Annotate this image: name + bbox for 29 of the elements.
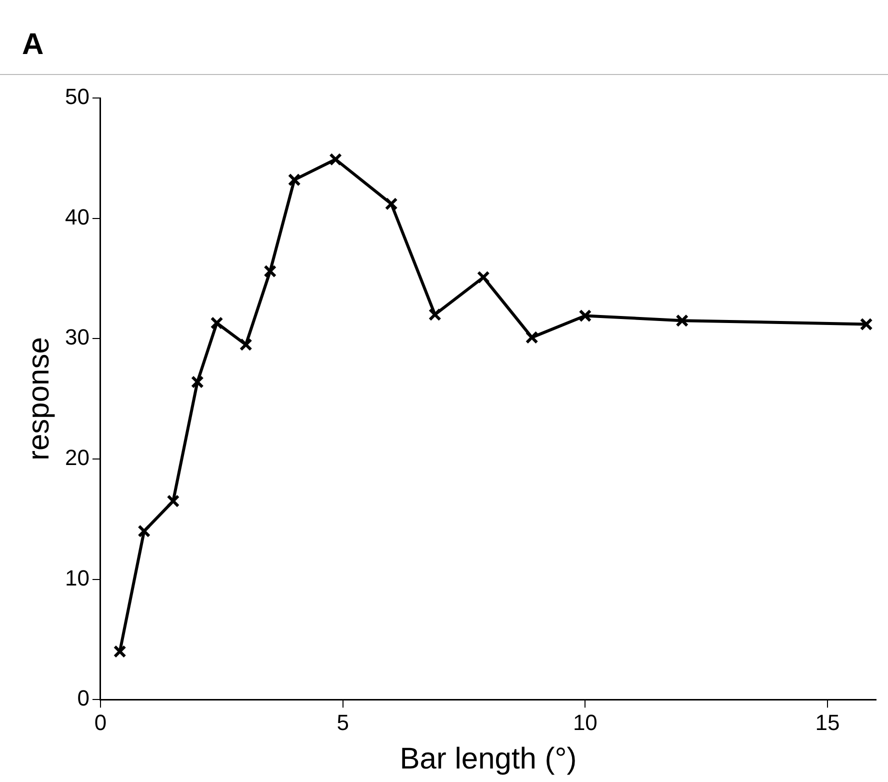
y-tick-label: 0 xyxy=(77,686,90,711)
point xyxy=(428,308,442,322)
point xyxy=(578,309,592,322)
chart-title: A xyxy=(22,28,44,62)
point xyxy=(288,173,301,186)
point xyxy=(860,318,873,331)
y-axis-title: response xyxy=(22,337,56,461)
x-tick-label: 15 xyxy=(815,710,840,735)
point xyxy=(525,330,538,344)
point xyxy=(190,376,204,388)
x-axis-title: Bar length (°) xyxy=(400,742,577,776)
point xyxy=(384,197,398,210)
y-tick-label: 20 xyxy=(64,445,90,470)
point xyxy=(166,494,180,508)
point xyxy=(676,314,689,328)
x-tick-label: 10 xyxy=(572,710,598,735)
point xyxy=(113,645,126,658)
y-tick-label: 50 xyxy=(64,84,90,110)
point xyxy=(264,264,277,278)
point xyxy=(329,152,342,166)
x-tick-label: 5 xyxy=(336,710,349,735)
y-tick-label: 30 xyxy=(64,324,90,350)
point xyxy=(138,524,151,538)
y-tick-label: 10 xyxy=(64,565,90,590)
y-tick-label: 40 xyxy=(64,204,90,230)
x-tick-label: 0 xyxy=(94,710,107,735)
point xyxy=(476,270,490,284)
point xyxy=(239,338,252,352)
point xyxy=(210,316,224,330)
